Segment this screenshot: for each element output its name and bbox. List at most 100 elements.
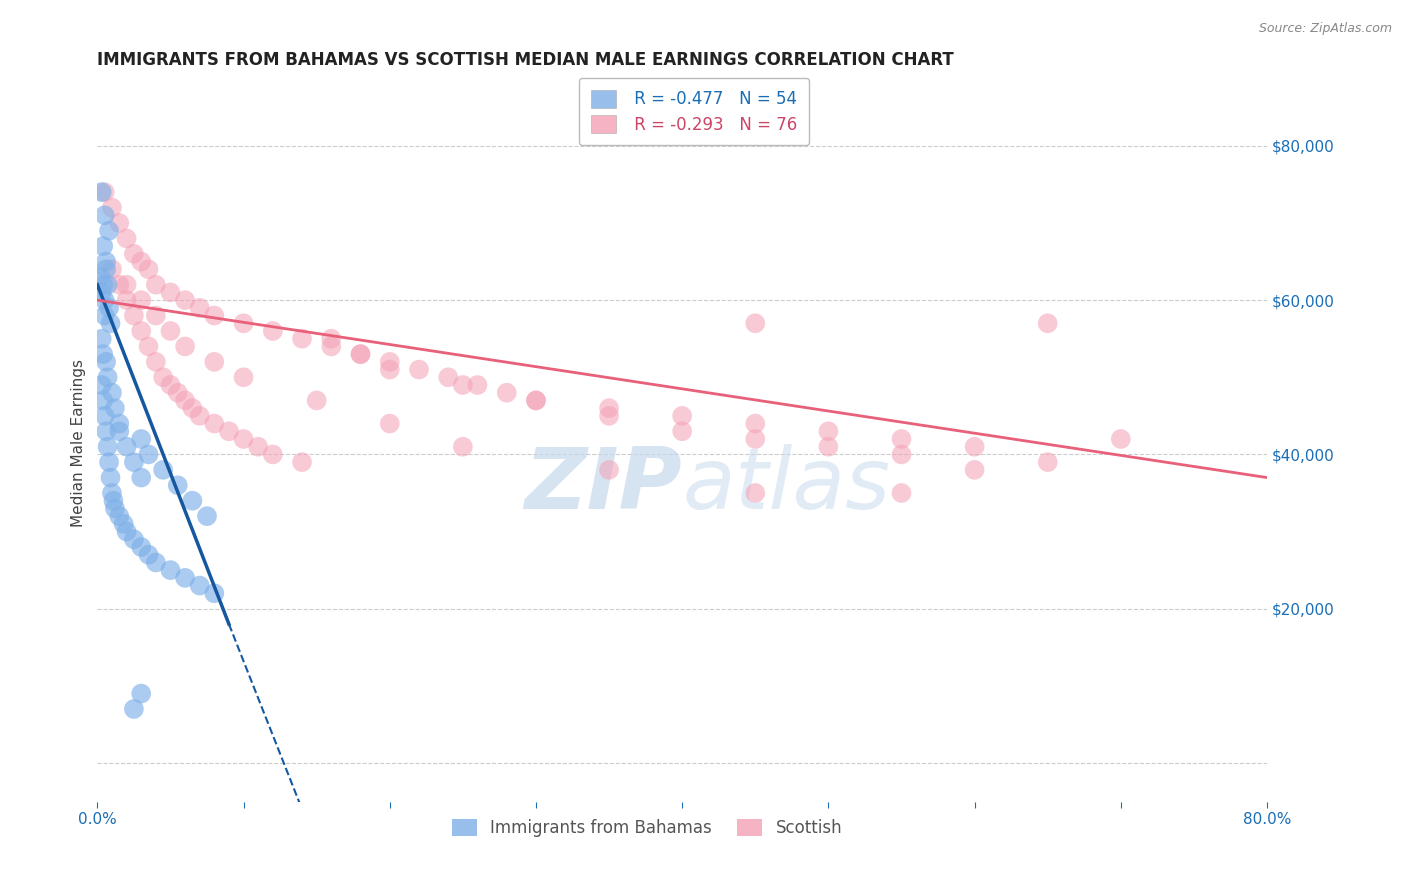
Point <box>890 432 912 446</box>
Point <box>451 378 474 392</box>
Point <box>202 417 225 431</box>
Point <box>115 231 138 245</box>
Point <box>349 347 371 361</box>
Point <box>104 501 127 516</box>
Point <box>467 378 489 392</box>
Point <box>94 262 117 277</box>
Point <box>94 254 117 268</box>
Point <box>188 409 211 423</box>
Point <box>437 370 460 384</box>
Point <box>129 324 152 338</box>
Point <box>103 493 125 508</box>
Point <box>91 393 114 408</box>
Point <box>291 455 314 469</box>
Point <box>262 324 284 338</box>
Point <box>108 216 131 230</box>
Point <box>122 702 145 716</box>
Point <box>91 239 114 253</box>
Point <box>97 440 120 454</box>
Text: atlas: atlas <box>682 444 890 527</box>
Point <box>890 486 912 500</box>
Text: Source: ZipAtlas.com: Source: ZipAtlas.com <box>1258 22 1392 36</box>
Point <box>188 578 211 592</box>
Point <box>671 424 693 438</box>
Point <box>122 533 145 547</box>
Point <box>1109 432 1132 446</box>
Point <box>90 285 112 300</box>
Point <box>378 355 401 369</box>
Point <box>262 447 284 461</box>
Point <box>129 432 152 446</box>
Point <box>232 370 254 384</box>
Point <box>101 262 124 277</box>
Point <box>963 463 986 477</box>
Point <box>166 478 188 492</box>
Point <box>93 409 115 423</box>
Point <box>91 277 114 292</box>
Point <box>817 424 839 438</box>
Point <box>195 509 218 524</box>
Text: ZIP: ZIP <box>524 444 682 527</box>
Point <box>129 470 152 484</box>
Point <box>232 316 254 330</box>
Point <box>122 247 145 261</box>
Point <box>378 417 401 431</box>
Point <box>122 455 145 469</box>
Point <box>129 293 152 307</box>
Point <box>100 470 122 484</box>
Point <box>174 339 197 353</box>
Point <box>93 185 115 199</box>
Point <box>101 486 124 500</box>
Point <box>1036 316 1059 330</box>
Point <box>98 455 121 469</box>
Point <box>98 301 121 315</box>
Point <box>152 370 174 384</box>
Point <box>349 347 371 361</box>
Point <box>291 332 314 346</box>
Point <box>963 440 986 454</box>
Point <box>451 440 474 454</box>
Point <box>93 309 115 323</box>
Point <box>138 548 160 562</box>
Point <box>181 401 204 416</box>
Point <box>524 393 547 408</box>
Point <box>97 277 120 292</box>
Point <box>115 524 138 539</box>
Point <box>671 409 693 423</box>
Point <box>321 332 343 346</box>
Point <box>145 556 167 570</box>
Point <box>166 385 188 400</box>
Point <box>138 339 160 353</box>
Point <box>817 440 839 454</box>
Point <box>90 185 112 199</box>
Point <box>129 687 152 701</box>
Point <box>890 447 912 461</box>
Point <box>145 277 167 292</box>
Point <box>305 393 328 408</box>
Point <box>101 385 124 400</box>
Point <box>108 277 131 292</box>
Point <box>744 316 766 330</box>
Point <box>129 254 152 268</box>
Point <box>129 540 152 554</box>
Point <box>90 332 112 346</box>
Point <box>108 417 131 431</box>
Point <box>598 401 620 416</box>
Point <box>1036 455 1059 469</box>
Point <box>181 493 204 508</box>
Point <box>152 463 174 477</box>
Point <box>138 262 160 277</box>
Point <box>378 362 401 376</box>
Point <box>744 432 766 446</box>
Point <box>94 355 117 369</box>
Point <box>97 370 120 384</box>
Point <box>247 440 270 454</box>
Point <box>104 401 127 416</box>
Point <box>495 385 517 400</box>
Point <box>101 201 124 215</box>
Point <box>112 516 135 531</box>
Point <box>89 270 111 285</box>
Point <box>598 409 620 423</box>
Point <box>202 586 225 600</box>
Point <box>93 208 115 222</box>
